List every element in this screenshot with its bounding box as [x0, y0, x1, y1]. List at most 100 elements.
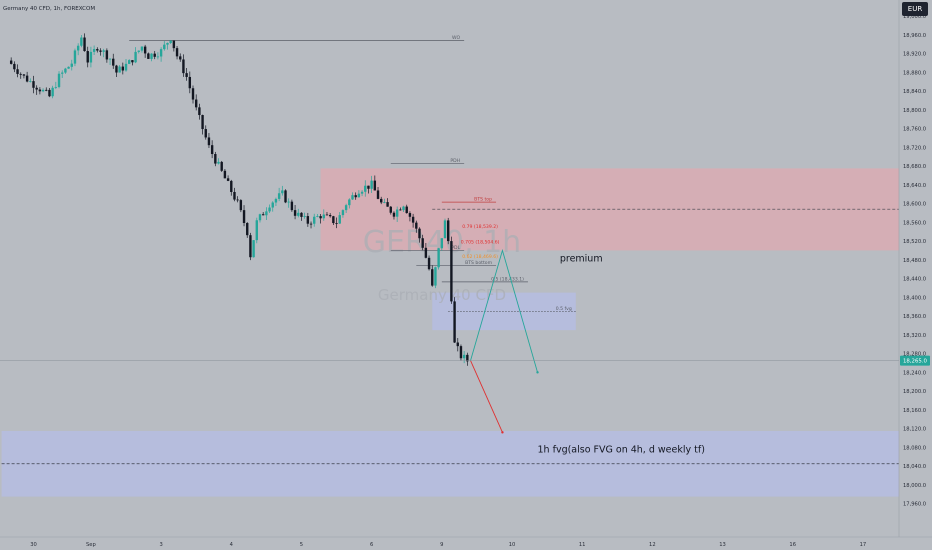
candle-body: [290, 201, 294, 211]
candle-body: [328, 215, 332, 217]
candle-body: [236, 199, 239, 201]
y-tick-label: 18,960.0: [903, 33, 926, 39]
candle-body: [434, 267, 437, 286]
candle-body: [115, 65, 118, 73]
candle-body: [172, 40, 176, 49]
candle-body: [76, 45, 80, 51]
projection-down-path: [470, 360, 503, 433]
candle-body: [153, 53, 156, 57]
symbol-header: Germany 40 CFD, 1h, FOREXCOM: [3, 6, 95, 12]
candle-body: [281, 190, 284, 194]
candle-body: [252, 240, 255, 258]
y-tick-label: 18,360.0: [903, 314, 926, 320]
candle-body: [140, 46, 144, 51]
candle-body: [277, 193, 281, 199]
candle-body: [431, 269, 434, 286]
candle-body: [450, 241, 453, 302]
candle-body: [38, 89, 42, 92]
candle-body: [92, 49, 96, 52]
candle-body: [427, 257, 431, 270]
y-tick-label: 18,280.0: [903, 352, 926, 358]
x-tick-label: 3: [159, 542, 162, 548]
candle-body: [194, 99, 198, 108]
candle-body: [421, 238, 424, 248]
candle-body: [408, 213, 412, 217]
candle-body: [367, 185, 370, 189]
y-tick-label: 18,120.0: [903, 427, 926, 433]
candle-body: [453, 301, 456, 343]
candle-body: [64, 68, 67, 73]
candle-body: [437, 248, 440, 268]
candle-body: [147, 53, 150, 59]
candle-body: [156, 56, 160, 58]
candle-body: [214, 154, 217, 164]
candle-body: [364, 185, 367, 192]
y-tick-label: 18,400.0: [903, 295, 926, 301]
candle-body: [335, 223, 338, 224]
y-tick-label: 18,800.0: [903, 108, 926, 114]
candle-body: [440, 238, 444, 249]
candle-body: [344, 205, 348, 211]
candle-body: [341, 210, 345, 216]
x-tick-label: 13: [719, 542, 726, 548]
pdh-line-label: PDH: [450, 158, 460, 164]
y-tick-label: 18,760.0: [903, 127, 926, 133]
candle-body: [392, 212, 396, 217]
candle-body: [348, 199, 351, 206]
fib-label-0: 0.79 (18,539.2): [462, 224, 498, 230]
candle-body: [370, 180, 373, 189]
candle-body: [223, 170, 227, 179]
fvg-zone-small: [432, 292, 576, 331]
x-tick-label: 30: [30, 542, 37, 548]
candle-body: [19, 73, 22, 75]
candle-body: [131, 60, 134, 63]
candle-body: [313, 216, 316, 224]
candle-body: [411, 216, 415, 223]
candle-body: [424, 247, 428, 258]
candle-body: [316, 216, 319, 217]
candle-body: [402, 206, 405, 211]
candle-body: [293, 210, 297, 216]
candle-body: [380, 198, 383, 203]
y-tick-label: 18,040.0: [903, 464, 926, 470]
candle-body: [354, 195, 357, 198]
y-tick-label: 18,680.0: [903, 164, 926, 170]
x-tick-label: 17: [860, 542, 867, 548]
candle-body: [255, 220, 258, 241]
candle-body: [22, 74, 26, 76]
candle-body: [230, 180, 233, 192]
y-tick-label: 18,600.0: [903, 202, 926, 208]
candle-body: [226, 178, 230, 181]
pdl-line-label: PDL: [451, 245, 460, 251]
candle-body: [351, 195, 354, 200]
fib-label-1: 0.705 (18,504.6): [461, 239, 500, 245]
candle-body: [322, 214, 325, 219]
candle-body: [297, 212, 300, 216]
y-tick-label: 18,320.0: [903, 333, 926, 339]
candle-body: [399, 209, 402, 211]
candle-body: [217, 161, 220, 164]
candle-body: [89, 51, 93, 63]
x-tick-label: 6: [370, 542, 373, 548]
x-tick-label: 5: [300, 542, 303, 548]
candle-body: [188, 76, 192, 89]
candle-body: [338, 215, 341, 224]
candle-body: [300, 212, 303, 217]
watermark-name: Germany 40 CFD: [378, 286, 506, 304]
candle-body: [274, 198, 278, 203]
candle-body: [182, 59, 185, 74]
candle-body: [143, 46, 147, 54]
currency-badge[interactable]: EUR: [902, 2, 928, 16]
candle-body: [35, 87, 38, 90]
candle-body: [99, 50, 102, 52]
candle-body: [466, 354, 469, 362]
candle-body: [284, 190, 287, 203]
candle-body: [61, 72, 64, 74]
wo-line-label: WO: [452, 35, 461, 41]
candle-body: [80, 37, 83, 46]
candle-body: [118, 66, 121, 73]
y-tick-label: 18,880.0: [903, 70, 926, 76]
candle-body: [166, 42, 169, 45]
candle-body: [134, 51, 137, 63]
